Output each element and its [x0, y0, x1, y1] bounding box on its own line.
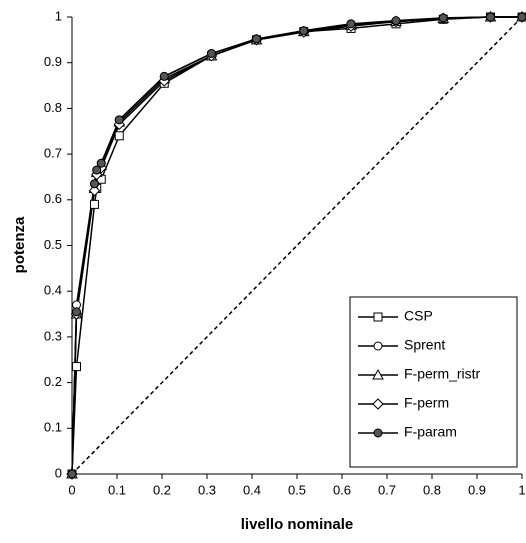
marker: [252, 34, 261, 44]
legend-label: Sprent: [404, 337, 445, 353]
x-tick-label: 1: [518, 482, 525, 497]
y-tick-label: 0.9: [44, 54, 62, 69]
y-tick-label: 0.3: [44, 328, 62, 343]
marker: [114, 115, 124, 125]
marker: [486, 12, 495, 22]
legend-marker: [373, 341, 383, 351]
legend-label: F-perm_ristr: [404, 366, 481, 382]
x-tick-label: 0.4: [243, 482, 261, 497]
legend-label: CSP: [404, 308, 433, 324]
marker: [438, 13, 448, 23]
y-tick-label: 0.6: [44, 191, 62, 206]
marker: [114, 131, 124, 141]
legend-marker: [372, 398, 384, 410]
legend: [349, 296, 518, 468]
y-tick-label: 0.5: [44, 237, 62, 252]
x-tick-label: 0.1: [108, 482, 126, 497]
x-tick-label: 0.7: [378, 482, 396, 497]
reference-diagonal: [71, 16, 523, 475]
y-tick-label: 0.4: [44, 283, 62, 298]
legend-marker: [372, 368, 384, 380]
y-tick-label: 0.8: [44, 100, 62, 115]
marker: [96, 158, 106, 168]
x-tick-label: 0.5: [288, 482, 306, 497]
legend-marker: [373, 428, 383, 438]
marker: [90, 179, 99, 189]
y-tick-label: 0: [55, 465, 62, 480]
marker: [72, 307, 81, 317]
y-axis-label: potenza: [11, 216, 28, 273]
marker: [391, 16, 401, 26]
marker: [346, 19, 356, 29]
marker: [72, 362, 81, 372]
marker: [159, 71, 169, 81]
x-tick-label: 0.8: [423, 482, 441, 497]
y-tick-label: 0.1: [44, 420, 62, 435]
marker: [299, 26, 309, 36]
y-tick-label: 1: [55, 8, 62, 23]
marker: [88, 184, 101, 197]
x-tick-label: 0.3: [198, 482, 216, 497]
legend-label: F-perm: [404, 395, 449, 411]
x-tick-label: 0.2: [153, 482, 171, 497]
marker: [90, 199, 99, 209]
marker: [517, 12, 526, 22]
legend-marker: [373, 312, 383, 322]
y-tick-label: 0.2: [44, 374, 62, 389]
x-tick-label: 0.9: [468, 482, 486, 497]
y-tick-label: 0.7: [44, 146, 62, 161]
marker: [207, 49, 216, 59]
marker: [67, 469, 77, 479]
marker: [92, 165, 102, 175]
x-tick-label: 0: [68, 482, 75, 497]
x-axis-label: livello nominale: [241, 516, 354, 533]
x-tick-label: 0.6: [333, 482, 351, 497]
legend-label: F-param: [404, 424, 457, 440]
